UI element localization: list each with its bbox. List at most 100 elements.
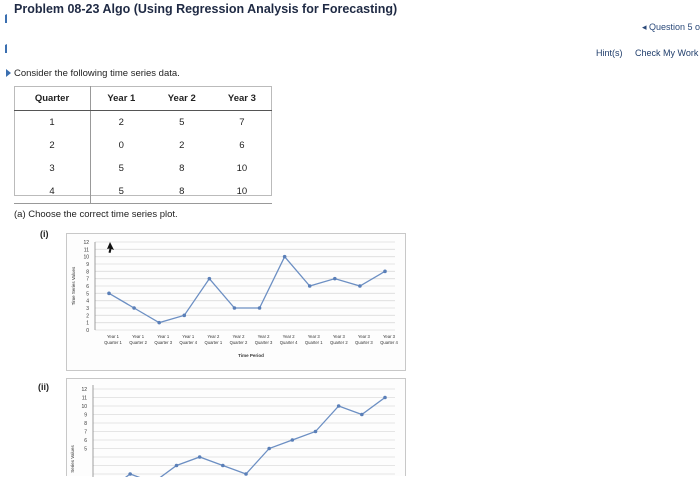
y-tick-label: 1 [86,321,89,327]
col-header: Year 2 [151,86,212,111]
y-tick-label: 10 [81,404,87,410]
y-tick-label: 12 [83,240,89,246]
hints-link[interactable]: Hint(s) [596,48,623,58]
table-cell: 5 [118,163,124,174]
x-tick-label-year: Year 3 [383,334,396,339]
table-cell: 7 [239,117,245,128]
x-tick-label-quarter: Quarter 4 [380,340,398,345]
x-tick-label-quarter: Quarter 1 [104,340,122,345]
x-tick-label-year: Year 2 [258,334,271,339]
y-tick-label: 11 [82,396,87,402]
plot-option-i[interactable]: 0 1 2 3 4 5 6 7 8 9 10 11 12 Time Series Values Year 1… [66,233,406,371]
table-cell: 1 [14,110,91,134]
x-tick-label-year: Year 1 [132,334,145,339]
y-tick-label: 2 [86,313,89,319]
rail-chevron-icon [0,44,7,53]
data-point [336,404,341,408]
table-cell: 5 [179,117,185,128]
x-tick-label-quarter: Quarter 2 [230,340,248,345]
table-cell: 6 [239,140,245,151]
option-i-label[interactable]: (i) [40,229,49,239]
x-tick-label-year: Year 2 [207,334,220,339]
table-cell: 0 [118,140,124,151]
data-point [290,438,295,442]
x-tick-label-quarter: Quarter 3 [154,340,172,345]
y-tick-label: 9 [86,262,89,268]
y-tick-label: 12 [81,387,87,393]
top-bar: Problem 08-23 Algo (Using Regression Ana… [0,0,700,40]
time-series-table: Quarter Year 1 Year 2 Year 3 1 2 5 7 2 0… [14,86,272,204]
data-point [221,463,225,468]
data-point [360,412,364,417]
x-tick-label-year: Year 3 [358,334,371,339]
col-header: Quarter [14,86,91,111]
y-axis-label: Series Values [70,445,75,473]
series-line [118,396,386,482]
x-tick-label-year: Year 3 [333,334,346,339]
series-line [108,255,386,324]
table-cell: 8 [151,180,212,204]
table-row: 3 5 8 10 [14,157,272,180]
table-cell: 10 [236,163,248,174]
y-tick-label: 5 [84,447,87,453]
data-point [333,276,337,281]
data-point [182,313,187,318]
x-tick-label-quarter: Quarter 2 [129,340,147,345]
col-header: Year 3 [211,86,272,111]
y-tick-label: 11 [84,247,89,253]
x-tick-label-year: Year 3 [308,334,321,339]
table-cell: 3 [14,157,91,180]
data-point [358,284,362,288]
question-nav-link[interactable]: ◂ Question 5 o [641,22,700,32]
y-tick-label: 6 [84,438,87,444]
data-point [107,291,111,296]
y-tick-label: 8 [84,421,87,427]
data-point [257,306,262,310]
col-header: Year 1 [90,86,152,111]
data-point [313,429,318,434]
x-tick-label-quarter: Quarter 3 [255,340,273,345]
y-tick-label: 7 [84,430,87,436]
table-cell: 2 [14,134,91,157]
data-point [128,472,132,476]
x-tick-label-year: Year 1 [182,334,195,339]
data-point [383,395,387,400]
table-row: 1 2 5 7 [14,110,272,134]
table-cell: 2 [179,140,185,151]
y-axis-label: Time Series Values [71,266,76,305]
data-point [267,446,271,451]
y-tick-label: 4 [86,299,89,305]
table-cell: 2 [118,117,124,128]
x-tick-label-year: Year 1 [157,334,170,339]
data-point [282,254,287,259]
part-a-question: (a) Choose the correct time series plot. [14,209,178,220]
y-tick-label: 3 [86,306,89,312]
help-links: Hint(s) Check My Work [596,48,700,58]
x-tick-label-year: Year 2 [232,334,245,339]
mouse-cursor-icon [107,242,114,253]
option-ii-label[interactable]: (ii) [38,382,49,392]
y-tick-label: 10 [83,255,89,261]
left-rail [0,0,10,476]
check-my-work-link[interactable]: Check My Work [635,48,699,58]
x-tick-label-quarter: Quarter 4 [179,340,197,345]
problem-title: Problem 08-23 Algo (Using Regression Ana… [14,2,398,16]
y-tick-label: 5 [86,291,89,297]
y-tick-label: 0 [86,328,89,334]
table-cell: 10 [211,180,272,204]
y-tick-label: 9 [84,413,87,419]
x-tick-label-quarter: Quarter 3 [355,340,373,345]
table-cell: 4 [14,180,91,204]
data-point [244,472,248,476]
data-point [307,284,312,288]
arrow-right-icon [6,69,11,77]
plot-option-ii[interactable]: 12 11 10 9 8 7 6 5 Series Values [66,378,406,482]
table-cell: 5 [90,180,152,204]
table-row: 4 5 8 10 [14,180,272,204]
x-tick-label-quarter: Quarter 1 [305,340,323,345]
data-point [232,306,237,310]
x-tick-label-quarter: Quarter 1 [205,340,223,345]
chart-option-ii: 12 11 10 9 8 7 6 5 Series Values [70,385,395,482]
y-tick-label: 7 [86,277,89,283]
rail-chevron-icon [0,14,7,23]
